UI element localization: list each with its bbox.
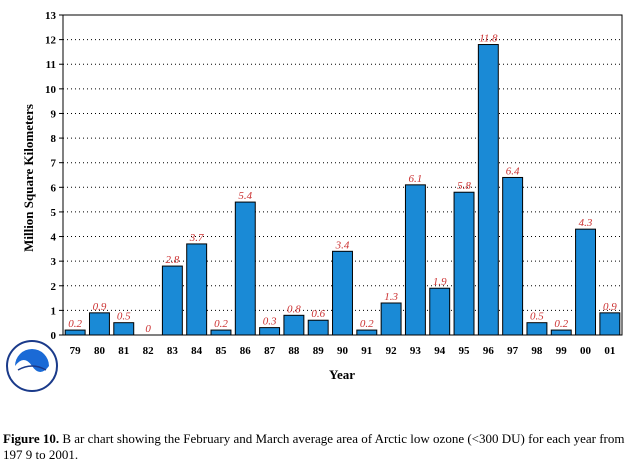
data-label: 0.5 (530, 311, 544, 323)
y-tick-label: 1 (51, 305, 57, 317)
bar (210, 329, 232, 336)
data-label: 2.8 (165, 254, 179, 266)
figure-caption: Figure 10. B ar chart showing the Februa… (3, 431, 633, 463)
bar (113, 322, 135, 336)
x-tick-label: 90 (337, 345, 349, 357)
data-label: 5.4 (238, 190, 252, 202)
x-tick-label: 82 (143, 345, 155, 357)
bar (550, 329, 572, 336)
data-label: 0.2 (68, 318, 82, 330)
data-label: 0.8 (287, 303, 301, 315)
data-label: 0.3 (263, 316, 277, 328)
bar (502, 176, 524, 336)
bar (599, 312, 621, 336)
y-tick-label: 3 (51, 256, 57, 268)
y-tick-label: 8 (51, 133, 57, 145)
data-label: 1.3 (384, 291, 398, 303)
noaa-logo-icon (6, 340, 58, 392)
data-label: 4.3 (579, 217, 593, 229)
bar (88, 312, 110, 336)
y-tick-label: 6 (51, 182, 57, 194)
bar (307, 319, 329, 336)
x-tick-label: 86 (240, 345, 252, 357)
bar (356, 329, 378, 336)
x-tick-label: 79 (70, 345, 82, 357)
bar (380, 302, 402, 336)
bar (404, 184, 426, 336)
y-tick-label: 9 (51, 108, 57, 120)
data-label: 3.7 (189, 232, 204, 244)
x-tick-label: 98 (531, 345, 543, 357)
bar (575, 228, 597, 336)
bar (64, 329, 86, 336)
data-label: 0.9 (93, 301, 107, 313)
x-tick-label: 97 (507, 345, 519, 357)
y-tick-label: 5 (51, 207, 57, 219)
bar (259, 327, 281, 336)
data-label: 0.6 (311, 308, 325, 320)
x-tick-label: 91 (361, 345, 372, 357)
x-tick-label: 87 (264, 345, 276, 357)
x-tick-label: 88 (288, 345, 300, 357)
bar-chart: 0.2 0.9 0.5 0 2.8 3.7 0.2 5.4 0.3 0.8 0.6 3.4 0.2 1.3… (21, 10, 623, 382)
bar (186, 243, 208, 336)
x-tick-label: 01 (604, 345, 615, 357)
data-label: 6.1 (409, 173, 423, 185)
caption-text: B ar chart showing the February and Marc… (3, 431, 625, 462)
plot-frame (62, 14, 623, 336)
data-label: 5.8 (457, 180, 471, 192)
x-tick-label: 80 (94, 345, 106, 357)
bar (526, 322, 548, 336)
y-tick-label: 2 (51, 281, 57, 293)
data-label: 6.4 (506, 165, 520, 177)
x-tick-label: 89 (313, 345, 325, 357)
x-axis-ticks: 79 80 81 82 83 84 85 86 87 88 89 90 91 92 93 94 95 96 97 98… (70, 345, 616, 357)
data-label: 3.4 (335, 239, 350, 251)
caption-label: Figure 10. (3, 431, 60, 446)
data-label: 0.2 (554, 318, 568, 330)
data-label: 0.2 (360, 318, 374, 330)
x-tick-label: 93 (410, 345, 422, 357)
bar (332, 250, 353, 336)
bar (161, 265, 183, 336)
x-tick-label: 92 (386, 345, 398, 357)
bar (477, 44, 499, 336)
data-label: 0.5 (117, 311, 131, 323)
data-label: 0 (145, 323, 151, 335)
data-label: 0.9 (603, 301, 617, 313)
x-tick-label: 99 (556, 345, 568, 357)
y-tick-label: 7 (51, 158, 57, 170)
y-axis-title: Million Square Kilometers (21, 104, 36, 252)
y-tick-label: 11 (46, 59, 56, 71)
bar (453, 191, 475, 336)
x-axis-title: Year (329, 367, 355, 382)
x-tick-label: 84 (191, 345, 203, 357)
data-label: 1.9 (433, 276, 447, 288)
x-tick-label: 00 (580, 345, 592, 357)
y-tick-label: 13 (45, 10, 57, 22)
x-tick-label: 96 (483, 345, 495, 357)
bar (429, 287, 451, 336)
bar (234, 201, 256, 336)
x-tick-label: 85 (215, 345, 227, 357)
data-labels: 0.2 0.9 0.5 0 2.8 3.7 0.2 5.4 0.3 0.8 0.6 3.4 0.2 1.3… (68, 33, 617, 335)
bars (64, 44, 621, 336)
y-tick-label: 12 (45, 35, 57, 47)
data-label: 11.8 (479, 33, 498, 45)
x-tick-label: 95 (459, 345, 471, 357)
data-label: 0.2 (214, 318, 228, 330)
y-tick-label: 0 (51, 330, 57, 342)
x-tick-label: 81 (118, 345, 129, 357)
x-tick-label: 94 (434, 345, 446, 357)
y-tick-label: 4 (51, 232, 57, 244)
x-tick-label: 83 (167, 345, 179, 357)
bar (283, 314, 305, 336)
y-tick-label: 10 (45, 84, 57, 96)
